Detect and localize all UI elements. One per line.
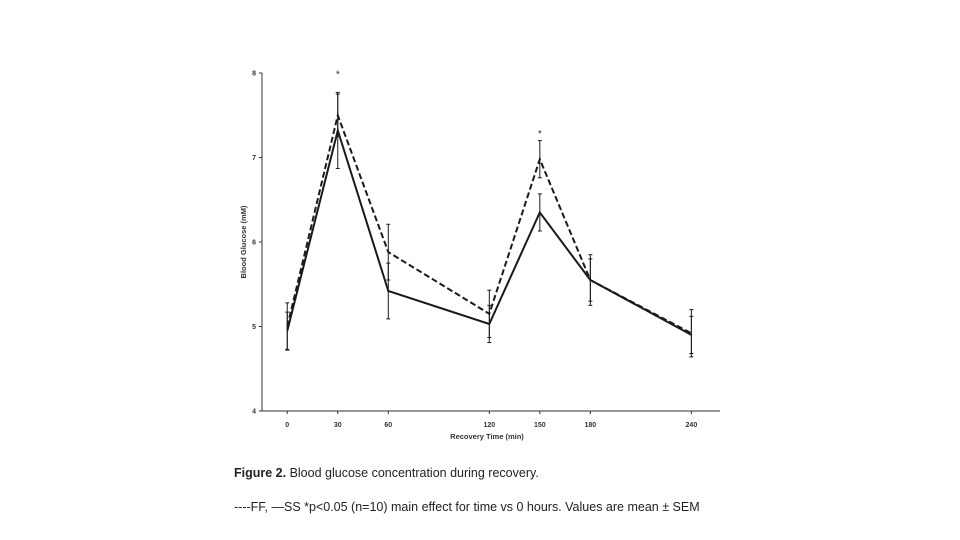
y-tick-label: 8: [252, 71, 256, 78]
x-tick-label: 60: [384, 422, 392, 429]
x-axis-ticks: 0 30 60 120 150 180 240: [285, 411, 697, 429]
x-tick-label: 150: [534, 422, 546, 429]
y-tick-label: 4: [252, 409, 256, 416]
figure-caption-title: Figure 2. Blood glucose concentration du…: [234, 466, 539, 480]
annotation-layer: **: [336, 70, 542, 140]
series-layer: [285, 91, 694, 358]
y-tick-label: 7: [252, 155, 256, 162]
significance-marker: *: [538, 129, 542, 140]
figure-title-text: Blood glucose concentration during recov…: [286, 466, 539, 480]
x-tick-label: 120: [483, 422, 495, 429]
y-axis-ticks: 4 5 6 7 8: [252, 71, 262, 416]
y-tick-label: 6: [252, 240, 256, 247]
x-axis-title: Recovery Time (min): [450, 432, 524, 441]
figure-label: Figure 2.: [234, 466, 287, 480]
y-tick-label: 5: [252, 324, 256, 331]
x-tick-label: 0: [285, 422, 289, 429]
figure-caption-note: ----FF, —SS *p<0.05 (n=10) main effect f…: [234, 500, 700, 514]
x-tick-label: 30: [334, 422, 342, 429]
y-axis-title: Blood Glucose (mM): [239, 205, 248, 278]
chart-axes: [261, 73, 720, 412]
series-ss: [285, 91, 694, 355]
x-tick-label: 180: [585, 422, 597, 429]
x-tick-label: 240: [686, 422, 698, 429]
significance-marker: *: [336, 70, 340, 81]
